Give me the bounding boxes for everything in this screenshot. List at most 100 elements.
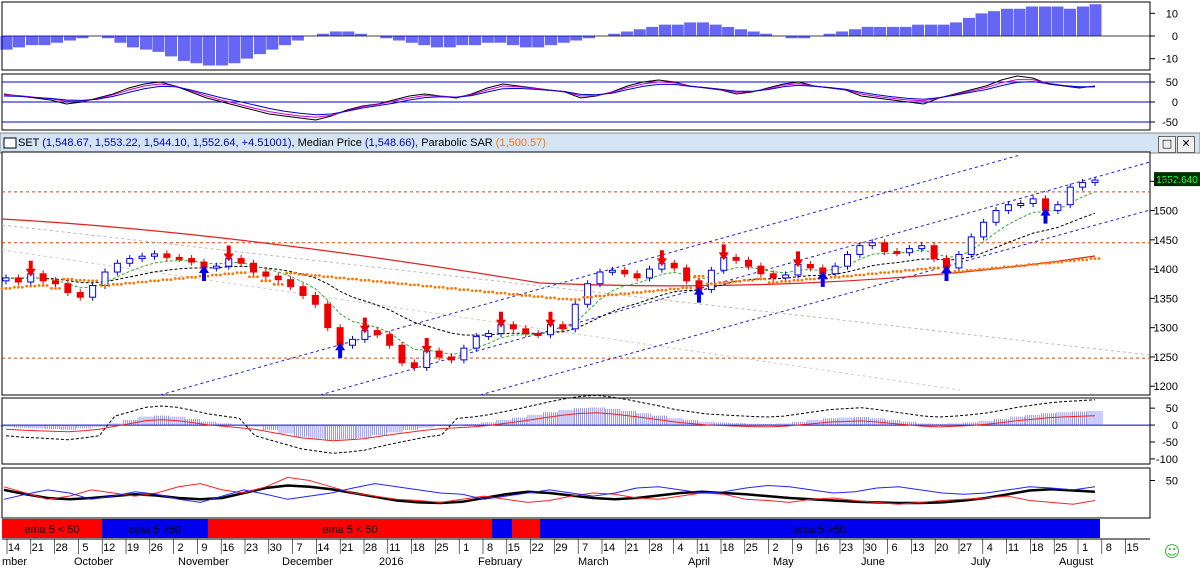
sar-dot [404, 282, 408, 286]
sar-dot [239, 271, 243, 275]
x-tick-label: 7 [582, 542, 588, 554]
sar-dot [268, 279, 272, 283]
candle-body [287, 279, 295, 288]
sar-dot [515, 292, 519, 296]
sar-dot [322, 275, 326, 279]
sar-dot [590, 295, 594, 299]
candle-body [410, 362, 418, 368]
sar-dot [70, 277, 74, 281]
sar-dot [400, 282, 404, 286]
sar-dot [91, 279, 95, 283]
sar-dot [487, 290, 491, 294]
x-tick-label: 21 [627, 542, 639, 554]
ema-mid-line [5, 212, 1096, 336]
y-tick-label: -10 [1162, 54, 1178, 66]
sar-dot [149, 279, 152, 283]
candle-body [621, 269, 629, 275]
sar-dot [466, 288, 470, 292]
sar-dot [429, 284, 433, 288]
sar-dot [895, 270, 899, 273]
sar-dot [685, 286, 689, 290]
candle-body [980, 221, 988, 238]
x-tick-label: 2 [773, 542, 779, 554]
sar-dot [610, 293, 614, 297]
candle-body [472, 335, 480, 349]
sar-dot [874, 272, 878, 276]
sar-dot [124, 281, 128, 285]
ema-long-line [1, 218, 1096, 287]
sar-dot [421, 284, 425, 288]
sar-dot [276, 282, 280, 286]
sar-dot [235, 271, 239, 275]
status-segment [208, 519, 492, 538]
candle-body [509, 324, 517, 330]
sar-dot [870, 272, 874, 276]
dmi-series-2 [3, 483, 1096, 503]
sar-dot [569, 298, 573, 301]
sar-dot [0, 287, 4, 290]
sar-dot [755, 277, 759, 281]
channel-line [159, 154, 1021, 396]
x-tick-label: 18 [412, 542, 424, 554]
price-panel[interactable]: 1552.640 [0, 154, 1200, 396]
buy-arrow [941, 264, 952, 281]
candle-body [745, 259, 752, 267]
sar-dot [210, 273, 214, 277]
sar-dot [738, 280, 742, 283]
sar-dot [474, 289, 478, 293]
sar-dot [29, 284, 33, 288]
sar-dot [998, 266, 1002, 270]
candle-body [844, 253, 851, 267]
sar-dot [1052, 260, 1056, 264]
y-tick-label: 1300 [1154, 323, 1178, 335]
x-month-label: July [971, 556, 991, 568]
sar-dot [37, 284, 41, 287]
candle-body [435, 350, 443, 358]
sar-dot [606, 293, 610, 297]
sar-dot [66, 277, 70, 281]
sar-dot [256, 275, 259, 279]
sar-dot [920, 267, 924, 271]
sar-dot [1040, 261, 1043, 265]
sar-dot [1072, 259, 1076, 263]
candle-body [175, 256, 183, 260]
x-month-label: 2016 [379, 556, 403, 568]
candle-body [608, 269, 616, 273]
sar-dot [676, 287, 680, 291]
sar-dot [903, 268, 907, 272]
top-histogram [0, 4, 1150, 66]
sar-dot [25, 284, 29, 288]
candle-body [188, 258, 196, 263]
buy-arrow [694, 286, 704, 303]
sar-dot [891, 270, 895, 273]
x-month-label: May [773, 556, 794, 568]
close-window-button[interactable]: ✕ [1177, 136, 1195, 153]
candle-body [683, 267, 691, 282]
candle-body [1029, 198, 1037, 205]
x-tick-label: 28 [365, 542, 377, 554]
x-tick-label: 15 [508, 542, 520, 554]
x-tick-label: 11 [698, 542, 709, 554]
sar-dot [953, 270, 957, 273]
sar-dot [639, 291, 643, 294]
sar-dot [528, 294, 532, 297]
legend-ohlc: (1,548.67, 1,553.22, 1,544.10, 1,552.64,… [42, 137, 292, 149]
legend-symbol: SET [18, 137, 40, 149]
sar-dot [223, 272, 227, 276]
candle-body [1066, 186, 1074, 206]
sar-dot [780, 280, 784, 283]
candle-body [138, 255, 146, 260]
restore-window-button[interactable]: □ [1158, 136, 1176, 153]
sar-dot [631, 291, 635, 294]
x-tick-label: 18 [722, 542, 734, 554]
sar-dot [82, 278, 86, 282]
sar-dot [214, 273, 218, 277]
legend-median-value: (1,548.66) [364, 137, 416, 149]
candle-body [769, 273, 777, 279]
sar-dot [491, 290, 495, 294]
price-legend: SET (1,548.67, 1,553.22, 1,544.10, 1,552… [18, 137, 546, 149]
sar-dot [367, 278, 371, 282]
sar-dot [982, 267, 986, 271]
sar-dot [883, 271, 887, 275]
